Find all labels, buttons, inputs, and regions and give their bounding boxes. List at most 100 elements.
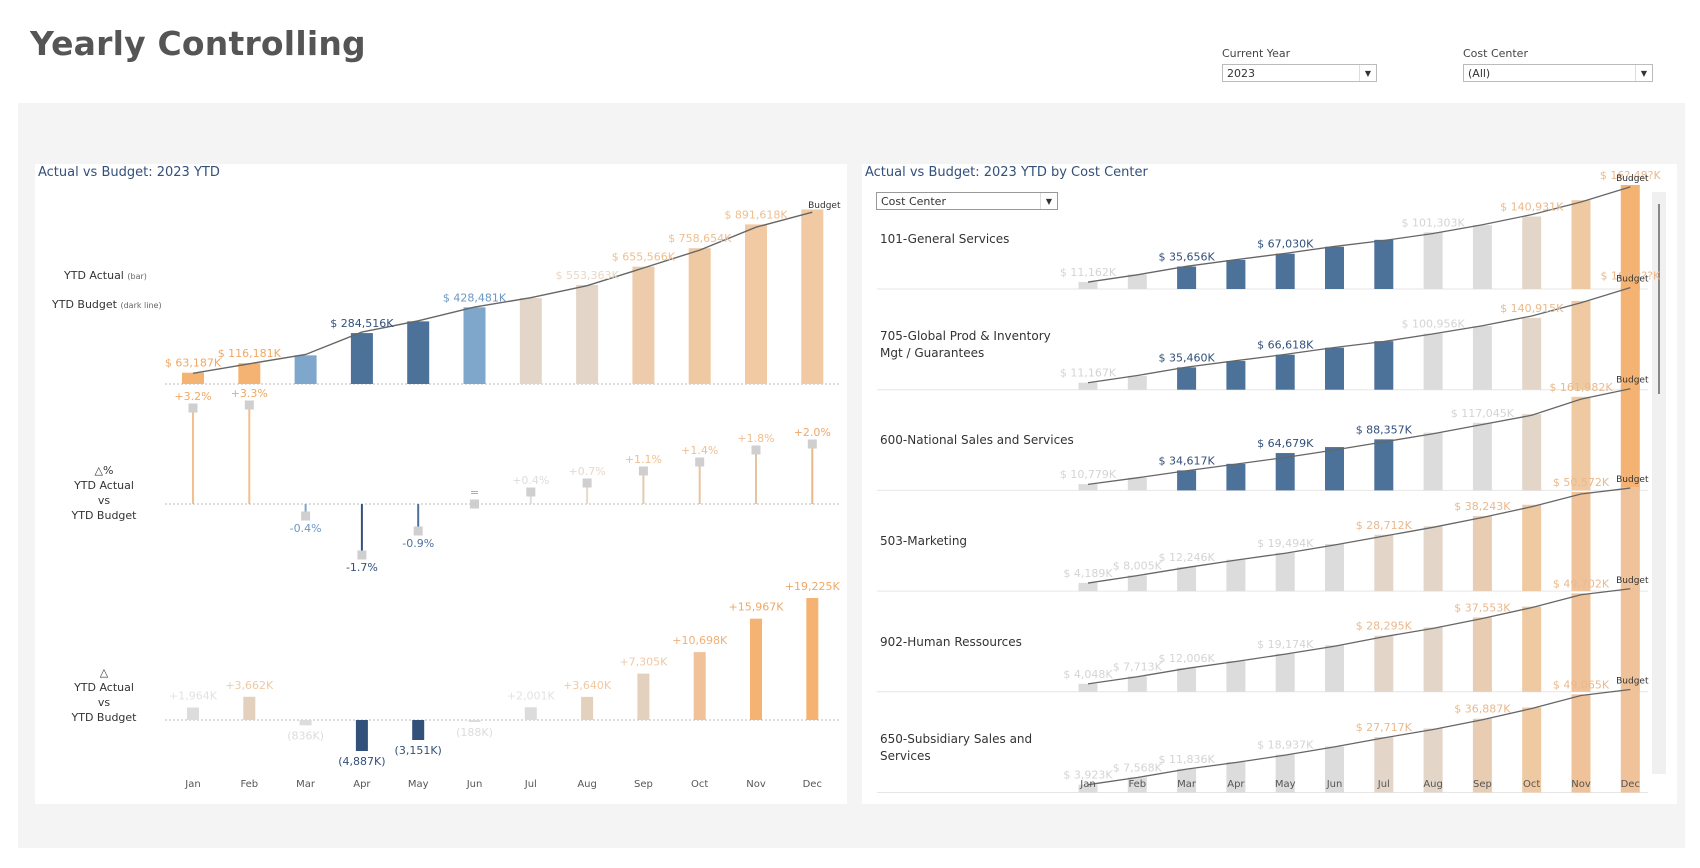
- right-panel-scrollbar[interactable]: [1652, 192, 1666, 774]
- chevron-down-icon[interactable]: ▼: [1040, 193, 1057, 209]
- cost-center-bar: [1226, 661, 1246, 692]
- cost-center-data-label: $ 27,717K: [1356, 721, 1413, 734]
- cost-center-data-label: $ 140,915K: [1500, 302, 1564, 315]
- cost-center-budget-line: [1087, 487, 1631, 584]
- delta-pct-label: -0.9%: [402, 537, 434, 550]
- delta-pct-label: =: [470, 486, 479, 499]
- current-year-select[interactable]: 2023 ▼: [1222, 64, 1377, 82]
- cost-center-data-label: $ 8,005K: [1113, 559, 1163, 572]
- month-tick-label: Aug: [577, 779, 597, 790]
- cost-center-bar: [1275, 453, 1295, 491]
- chevron-down-icon[interactable]: ▼: [1635, 65, 1652, 81]
- month-tick-label: Jun: [466, 779, 483, 790]
- scrollbar-thumb[interactable]: [1658, 204, 1660, 394]
- cost-center-bar: [1423, 232, 1443, 289]
- delta-pct-line: △%: [94, 464, 114, 477]
- cost-center-bar: [1472, 422, 1492, 491]
- cost-center-bar: [1275, 354, 1295, 390]
- month-tick-label: Feb: [1128, 779, 1146, 790]
- ytd-budget-text: YTD Budget: [52, 298, 117, 311]
- cost-center-data-label: $ 11,162K: [1060, 266, 1117, 279]
- ytd-data-label: $ 553,363K: [555, 269, 619, 282]
- ytd-actual-bar: [182, 372, 204, 384]
- cost-center-bar: [1078, 683, 1098, 692]
- cost-center-name: 600-National Sales and Services: [880, 432, 1074, 449]
- delta-abs-label: +19,225K: [785, 580, 841, 593]
- cost-center-name-line: 705-Global Prod & Inventory: [880, 328, 1051, 343]
- cost-center-name-line: 902-Human Ressources: [880, 634, 1022, 649]
- cost-center-bar: [1325, 645, 1344, 692]
- delta-abs-label: +3,640K: [563, 679, 612, 692]
- delta-pct-line: YTD Actual: [74, 479, 134, 492]
- budget-marker: Budget: [808, 201, 841, 211]
- cost-center-data-label: $ 34,617K: [1158, 454, 1215, 467]
- ytd-actual-label: YTD Actual (bar): [64, 269, 147, 282]
- cost-center-name: 705-Global Prod & Inventory Mgt / Guarant…: [880, 328, 1051, 362]
- cost-center-bar: [1325, 347, 1344, 390]
- cost-center-data-label: $ 49,065K: [1553, 678, 1610, 691]
- cost-center-panel-filter[interactable]: Cost Center ▼: [876, 192, 1058, 210]
- delta-abs-bar: [524, 707, 537, 720]
- delta-abs-bar: [637, 673, 650, 720]
- delta-pct-marker: [244, 400, 254, 410]
- cost-center-data-label: $ 38,243K: [1454, 500, 1511, 513]
- cost-center-bar: [1275, 754, 1295, 793]
- delta-abs-label: (188K): [456, 726, 493, 739]
- cost-center-name: 101-General Services: [880, 231, 1009, 248]
- current-year-filter: Current Year 2023 ▼: [1222, 47, 1377, 82]
- cost-center-bar: [1078, 784, 1098, 793]
- cost-center-bar: [1472, 326, 1492, 390]
- cost-center-budget-line: [1087, 388, 1631, 485]
- page-title: Yearly Controlling: [30, 24, 366, 63]
- cost-center-label: Cost Center: [1463, 47, 1528, 60]
- cost-center-bar: [1423, 627, 1443, 692]
- cost-center-select[interactable]: (All) ▼: [1463, 64, 1653, 82]
- delta-abs-bar: [355, 720, 368, 752]
- cost-center-budget-line: [1087, 186, 1631, 283]
- ytd-actual-bar: [745, 224, 767, 384]
- cost-center-data-label: $ 64,679K: [1257, 437, 1314, 450]
- cost-center-bar: [1374, 534, 1394, 592]
- cost-center-data-label: $ 50,572K: [1553, 476, 1610, 489]
- cost-center-bar: [1177, 668, 1197, 692]
- cost-center-bar: [1571, 300, 1591, 390]
- ytd-data-label: $ 891,618K: [724, 208, 788, 221]
- delta-pct-marker: [807, 439, 817, 449]
- cost-center-bar: [1325, 447, 1344, 491]
- ytd-actual-bar: [632, 266, 655, 384]
- cost-center-bar: [1571, 694, 1591, 793]
- ytd-data-label: $ 655,566K: [612, 251, 676, 264]
- cost-center-data-label: $ 37,553K: [1454, 601, 1511, 614]
- delta-abs-label: +2,001K: [507, 689, 556, 702]
- budget-marker: Budget: [1616, 576, 1649, 586]
- delta-pct-label: +3.3%: [231, 387, 268, 400]
- cost-center-bar: [1325, 246, 1344, 289]
- cost-center-bar: [1078, 281, 1098, 289]
- cost-center-bar: [1177, 367, 1197, 390]
- delta-pct-marker: [638, 466, 648, 476]
- current-year-value: 2023: [1227, 67, 1255, 80]
- right-charts: $ 11,162K $ 35,656K $ 67,030K $ 101,303K $ 1…: [877, 169, 1662, 793]
- month-tick-label: Jan: [184, 779, 200, 790]
- budget-marker: Budget: [1616, 275, 1649, 285]
- cost-center-bar: [1423, 333, 1443, 390]
- delta-pct-label: +0.4%: [512, 474, 549, 487]
- month-tick-label: Dec: [1621, 779, 1640, 790]
- ytd-data-label: $ 428,481K: [443, 291, 507, 304]
- cost-center-value: (All): [1468, 67, 1491, 80]
- month-tick-label: Mar: [1177, 779, 1197, 790]
- delta-abs-label: (4,887K): [338, 755, 385, 768]
- cost-center-data-label: $ 3,923K: [1063, 769, 1113, 782]
- ytd-actual-bar: [801, 209, 824, 384]
- cost-center-bar: [1522, 414, 1542, 491]
- cost-center-data-label: $ 16?,3??K: [1600, 270, 1661, 283]
- cost-center-bar: [1374, 341, 1394, 390]
- cost-center-bar: [1226, 260, 1246, 289]
- cost-center-data-label: $ 49,702K: [1553, 577, 1610, 590]
- chevron-down-icon[interactable]: ▼: [1359, 65, 1376, 81]
- cost-center-bar: [1571, 200, 1591, 289]
- cost-center-name-line: 650-Subsidiary Sales and: [880, 731, 1033, 746]
- delta-pct-label: -1.7%: [346, 561, 378, 574]
- month-tick-label: Jul: [524, 779, 537, 790]
- month-tick-label: Nov: [746, 779, 766, 790]
